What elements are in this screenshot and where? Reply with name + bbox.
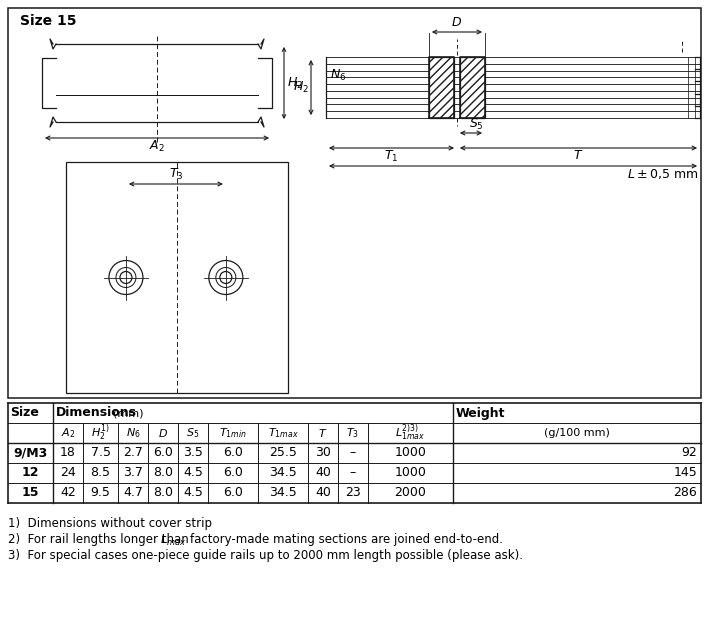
Text: 6.0: 6.0 [223, 467, 243, 479]
Text: $S_5$: $S_5$ [186, 426, 200, 440]
Text: 9/M3: 9/M3 [13, 447, 48, 459]
Text: 1000: 1000 [395, 447, 426, 459]
Text: 34.5: 34.5 [269, 487, 297, 499]
Text: 286: 286 [674, 487, 697, 499]
Text: $N_6$: $N_6$ [330, 69, 347, 84]
Text: 8.0: 8.0 [153, 487, 173, 499]
Text: 15: 15 [22, 487, 39, 499]
Text: $D$: $D$ [158, 427, 168, 439]
Text: $H_2$: $H_2$ [293, 80, 309, 95]
Text: 23: 23 [345, 487, 361, 499]
Text: 25.5: 25.5 [269, 447, 297, 459]
Bar [460, 57, 485, 118]
Text: $S_5$: $S_5$ [469, 117, 484, 132]
Text: 7.5: 7.5 [91, 447, 111, 459]
Text: 1)  Dimensions without cover strip: 1) Dimensions without cover strip [8, 517, 212, 530]
Text: Weight: Weight [456, 406, 506, 419]
Text: $T_3$: $T_3$ [347, 426, 359, 440]
Text: 2.7: 2.7 [123, 447, 143, 459]
Text: 12: 12 [22, 467, 39, 479]
Text: $A_2$: $A_2$ [61, 426, 75, 440]
Text: 4.7: 4.7 [123, 487, 143, 499]
Text: 9.5: 9.5 [91, 487, 111, 499]
Text: $T$: $T$ [318, 427, 328, 439]
Text: 24: 24 [60, 467, 76, 479]
Text: (mm): (mm) [113, 408, 143, 418]
Bar [8, 8, 701, 398]
Text: $L \pm 0{,}5$ mm: $L \pm 0{,}5$ mm [627, 167, 698, 181]
Text: 145: 145 [674, 467, 697, 479]
Text: 4.5: 4.5 [183, 487, 203, 499]
Text: $D$: $D$ [452, 16, 462, 29]
Text: (g/100 mm): (g/100 mm) [544, 428, 610, 438]
Text: 1000: 1000 [395, 467, 426, 479]
Text: $H_2^{1)}$: $H_2^{1)}$ [91, 422, 110, 444]
Text: Size 15: Size 15 [20, 14, 77, 28]
Text: 3)  For special cases one-piece guide rails up to 2000 mm length possible (pleas: 3) For special cases one-piece guide rai… [8, 549, 523, 562]
Text: 30: 30 [315, 447, 331, 459]
Text: 34.5: 34.5 [269, 467, 297, 479]
Text: $T$: $T$ [574, 149, 584, 162]
Text: $T_3$: $T_3$ [169, 167, 183, 182]
Text: $N_6$: $N_6$ [125, 426, 140, 440]
Bar [66, 162, 288, 393]
Text: 18: 18 [60, 447, 76, 459]
Text: 40: 40 [315, 467, 331, 479]
Text: 2)  For rail lengths longer than: 2) For rail lengths longer than [8, 533, 193, 546]
Text: $T_1$: $T_1$ [384, 149, 398, 164]
Text: 6.0: 6.0 [223, 447, 243, 459]
Text: 4.5: 4.5 [183, 467, 203, 479]
Text: 3.5: 3.5 [183, 447, 203, 459]
Text: 8.5: 8.5 [91, 467, 111, 479]
Text: 2000: 2000 [395, 487, 426, 499]
Text: 6.0: 6.0 [223, 487, 243, 499]
Text: 92: 92 [681, 447, 697, 459]
Text: factory-made mating sections are joined end-to-end.: factory-made mating sections are joined … [190, 533, 503, 546]
Bar [429, 57, 454, 118]
Text: $H_2$: $H_2$ [287, 76, 303, 90]
Text: 8.0: 8.0 [153, 467, 173, 479]
Text: $L_{1max}^{2)3)}$: $L_{1max}^{2)3)}$ [396, 422, 425, 444]
Text: $L_{max}$: $L_{max}$ [160, 533, 186, 548]
Text: $A_2$: $A_2$ [149, 139, 165, 154]
Text: 40: 40 [315, 487, 331, 499]
Text: Size: Size [10, 406, 39, 419]
Text: –: – [350, 467, 356, 479]
Text: –: – [350, 447, 356, 459]
Text: Dimensions: Dimensions [56, 406, 137, 419]
Text: 6.0: 6.0 [153, 447, 173, 459]
Text: $T_{1min}$: $T_{1min}$ [219, 426, 247, 440]
Text: 42: 42 [60, 487, 76, 499]
Text: $T_{1max}$: $T_{1max}$ [267, 426, 298, 440]
Text: 3.7: 3.7 [123, 467, 143, 479]
